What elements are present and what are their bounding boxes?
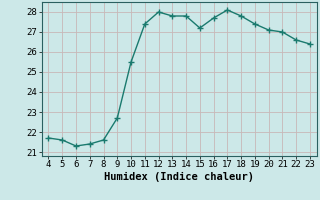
X-axis label: Humidex (Indice chaleur): Humidex (Indice chaleur) — [104, 172, 254, 182]
